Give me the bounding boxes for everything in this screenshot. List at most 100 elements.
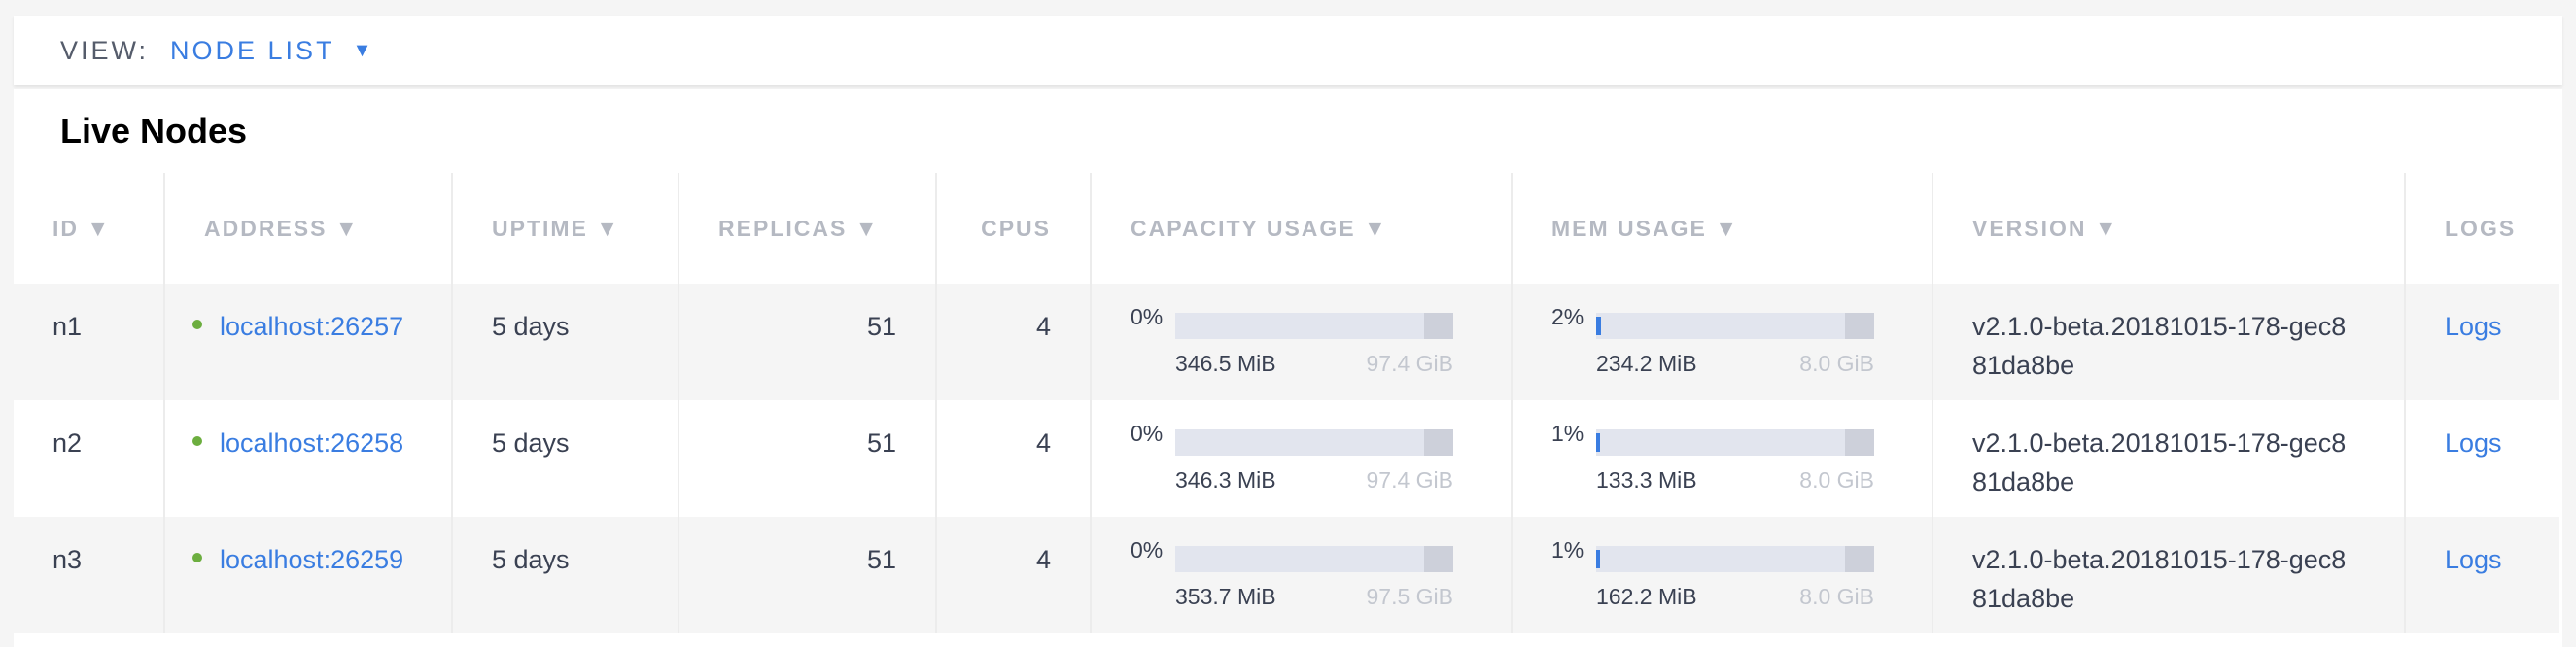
- column-label: MEM USAGE: [1551, 215, 1707, 241]
- sort-arrow-icon[interactable]: ▼: [596, 215, 621, 241]
- live-status-icon: [192, 435, 202, 446]
- column-label: VERSION: [1972, 215, 2087, 241]
- logs-cell: Logs: [2404, 284, 2559, 400]
- replicas: 51: [678, 284, 936, 400]
- mem-bar: [1596, 429, 1874, 456]
- mem-total: 8.0 GiB: [1799, 584, 1874, 609]
- replicas: 51: [678, 517, 936, 633]
- version: v2.1.0-beta.20181015-178-gec881da8be: [1932, 517, 2405, 633]
- cpus: 4: [935, 517, 1091, 633]
- capacity-cell: 0% 346.5 MiB 97.4 GiB: [1090, 284, 1512, 400]
- column-label: UPTIME: [492, 215, 588, 241]
- capacity-total: 97.4 GiB: [1366, 467, 1454, 493]
- address-link[interactable]: localhost:26258: [220, 428, 404, 458]
- capacity-used: 346.5 MiB: [1175, 351, 1276, 376]
- logs-link[interactable]: Logs: [2445, 545, 2502, 574]
- mem-used: 234.2 MiB: [1596, 351, 1697, 376]
- node-id: n1: [14, 284, 164, 400]
- section-title: Live Nodes: [60, 111, 248, 151]
- column-header-version[interactable]: VERSION ▼: [1932, 173, 2405, 284]
- table-row: n2 localhost:26258 5 days 51 4 0% 346.3 …: [14, 400, 2559, 517]
- column-header-capacity-usage[interactable]: CAPACITY USAGE ▼: [1090, 173, 1512, 284]
- address-link[interactable]: localhost:26259: [220, 545, 404, 574]
- capacity-cell: 0% 353.7 MiB 97.5 GiB: [1090, 517, 1512, 633]
- node-id: n3: [14, 517, 164, 633]
- column-label: ID: [52, 215, 79, 241]
- capacity-cell: 0% 346.3 MiB 97.4 GiB: [1090, 400, 1512, 517]
- logs-link[interactable]: Logs: [2445, 428, 2502, 458]
- column-label: CPUS: [981, 215, 1051, 241]
- sort-arrow-icon[interactable]: ▼: [2094, 215, 2119, 241]
- sort-arrow-icon[interactable]: ▼: [1364, 215, 1388, 241]
- mem-percent: 1%: [1551, 421, 1584, 446]
- view-label: VIEW:: [60, 35, 150, 65]
- live-nodes-section: Live Nodes ID ▼ ADDRESS ▼ UPTIME ▼ REPLICAS…: [14, 89, 2562, 647]
- sort-arrow-icon[interactable]: ▼: [334, 215, 360, 241]
- column-header-mem-usage[interactable]: MEM USAGE ▼: [1511, 173, 1932, 284]
- capacity-used: 346.3 MiB: [1175, 467, 1276, 493]
- column-header-replicas[interactable]: REPLICAS ▼: [678, 173, 936, 284]
- capacity-bar-end: [1424, 429, 1453, 456]
- mem-total: 8.0 GiB: [1799, 467, 1874, 493]
- column-header-id[interactable]: ID ▼: [14, 173, 164, 284]
- cpus: 4: [935, 400, 1091, 517]
- mem-bar: [1596, 546, 1874, 572]
- capacity-percent: 0%: [1131, 304, 1164, 329]
- mem-cell: 1% 133.3 MiB 8.0 GiB: [1511, 400, 1932, 517]
- column-label: CAPACITY USAGE: [1131, 215, 1356, 241]
- table-row: n1 localhost:26257 5 days 51 4 0% 346.5 …: [14, 284, 2559, 400]
- capacity-usage: 0% 353.7 MiB 97.5 GiB: [1111, 534, 1511, 612]
- capacity-usage: 0% 346.3 MiB 97.4 GiB: [1111, 418, 1511, 495]
- sort-arrow-icon[interactable]: ▼: [1715, 215, 1739, 241]
- table-row: n3 localhost:26259 5 days 51 4 0% 353.7 …: [14, 517, 2559, 633]
- address-link[interactable]: localhost:26257: [220, 312, 404, 341]
- address-cell: localhost:26259: [163, 517, 452, 633]
- logs-link[interactable]: Logs: [2445, 312, 2502, 341]
- mem-total: 8.0 GiB: [1799, 351, 1874, 376]
- column-header-uptime[interactable]: UPTIME ▼: [451, 173, 679, 284]
- nodes-table: ID ▼ ADDRESS ▼ UPTIME ▼ REPLICAS ▼ CPUS CAPAC…: [14, 173, 2559, 633]
- mem-percent: 2%: [1551, 304, 1584, 329]
- column-header-address[interactable]: ADDRESS ▼: [163, 173, 452, 284]
- sort-arrow-icon[interactable]: ▼: [87, 215, 112, 241]
- caret-down-icon[interactable]: ▼: [352, 39, 375, 61]
- capacity-percent: 0%: [1131, 537, 1164, 562]
- live-status-icon: [192, 319, 202, 329]
- view-selector-bar: VIEW: NODE LIST ▼: [14, 16, 2562, 85]
- capacity-bar-end: [1424, 546, 1453, 572]
- mem-cell: 2% 234.2 MiB 8.0 GiB: [1511, 284, 1932, 400]
- column-header-cpus: CPUS: [935, 173, 1091, 284]
- mem-used: 162.2 MiB: [1596, 584, 1697, 609]
- node-id: n2: [52, 428, 83, 458]
- mem-used: 133.3 MiB: [1596, 467, 1697, 493]
- mem-bar: [1596, 313, 1874, 339]
- logs-cell: Logs: [2404, 517, 2559, 633]
- capacity-bar-end: [1424, 313, 1453, 339]
- capacity-bar: [1175, 429, 1453, 456]
- column-header-logs: LOGS: [2404, 173, 2559, 284]
- logs-cell: Logs: [2404, 400, 2559, 517]
- mem-bar-end: [1845, 429, 1874, 456]
- cpus: 4: [935, 284, 1091, 400]
- sort-arrow-icon[interactable]: ▼: [854, 215, 880, 241]
- replicas: 51: [678, 400, 936, 517]
- version: v2.1.0-beta.20181015-178-gec881da8be: [1932, 400, 2405, 517]
- column-label: ADDRESS: [204, 215, 328, 241]
- version: v2.1.0-beta.20181015-178-gec881da8be: [1932, 284, 2405, 400]
- mem-bar-end: [1845, 313, 1874, 339]
- mem-bar-fill: [1596, 317, 1602, 335]
- mem-bar-fill: [1596, 550, 1600, 568]
- mem-bar-fill: [1596, 433, 1600, 452]
- uptime: 5 days: [451, 517, 679, 633]
- column-label: REPLICAS: [718, 215, 848, 241]
- capacity-used: 353.7 MiB: [1175, 584, 1276, 609]
- mem-usage: 1% 133.3 MiB 8.0 GiB: [1532, 418, 1932, 495]
- mem-usage: 2% 234.2 MiB 8.0 GiB: [1532, 301, 1932, 379]
- view-dropdown[interactable]: NODE LIST: [170, 35, 335, 65]
- capacity-bar: [1175, 313, 1453, 339]
- uptime: 5 days: [451, 284, 679, 400]
- mem-cell: 1% 162.2 MiB 8.0 GiB: [1511, 517, 1932, 633]
- column-label: LOGS: [2445, 215, 2517, 241]
- live-status-icon: [192, 552, 202, 562]
- capacity-usage: 0% 346.5 MiB 97.4 GiB: [1111, 301, 1511, 379]
